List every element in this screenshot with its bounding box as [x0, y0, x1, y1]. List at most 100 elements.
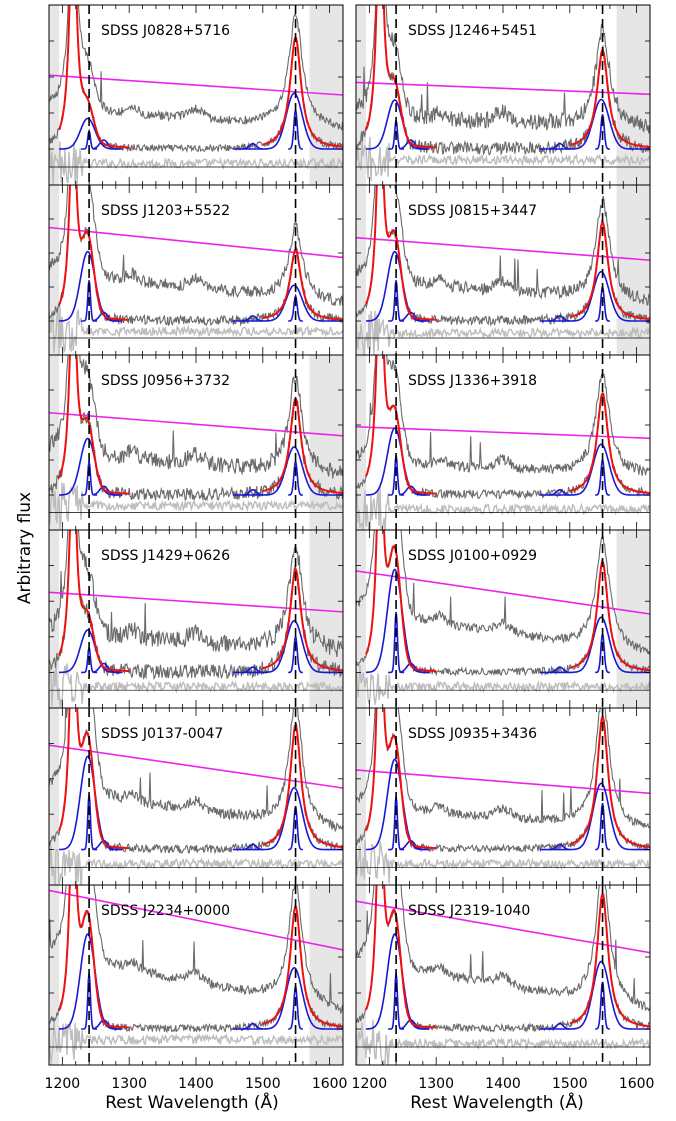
siii-component: [399, 311, 427, 322]
spectrum-panel: SDSS J2234+0000: [49, 885, 343, 1065]
panel-label: SDSS J0137-0047: [101, 726, 223, 742]
nv-broad-component: [59, 629, 123, 674]
nv-narrow-component: [81, 461, 98, 496]
excluded-region-right: [616, 185, 650, 355]
siii-component: [92, 485, 120, 496]
continuum-fit: [356, 900, 650, 954]
total-fit-civ: [262, 396, 343, 495]
siii-component: [399, 139, 427, 150]
excluded-region-left: [49, 5, 60, 185]
panel-label: SDSS J0935+3436: [408, 726, 537, 742]
siii-component: [399, 1019, 427, 1030]
civ-broad-component: [539, 616, 650, 674]
residual-spectrum: [49, 663, 343, 708]
panel-label: SDSS J1203+5522: [101, 203, 230, 219]
total-fit-civ: [569, 220, 650, 320]
heii-component: [242, 666, 263, 674]
continuum-fit: [49, 226, 343, 259]
heii-component: [242, 843, 263, 851]
total-fit-nv: [58, 5, 130, 149]
excluded-region-right: [616, 530, 650, 708]
x-tick-label: 1300: [418, 1076, 454, 1092]
spectrum-panel: SDSS J0137-0047: [49, 708, 343, 885]
total-fit-civ: [262, 35, 343, 148]
civ-broad-component: [232, 446, 343, 496]
observed-spectrum: [49, 530, 343, 657]
x-axis-label-right: Rest Wavelength (Å): [410, 1091, 584, 1113]
siii-component: [399, 485, 427, 496]
x-tick-label: 1500: [245, 1076, 281, 1092]
observed-spectrum: [356, 530, 650, 655]
continuum-fit: [49, 744, 343, 789]
nv-broad-component: [59, 117, 123, 150]
civ-broad-component: [232, 92, 343, 150]
total-fit-civ: [569, 891, 650, 1028]
total-fit-civ: [262, 567, 343, 672]
heii-component: [242, 1022, 263, 1030]
total-fit-nv: [58, 530, 130, 673]
residual-spectrum: [356, 665, 650, 705]
civ-broad-component: [232, 786, 343, 851]
panel-label: SDSS J1429+0626: [101, 548, 230, 564]
excluded-region-left: [49, 885, 60, 1065]
civ-broad-component: [539, 98, 650, 150]
spectrum-panel: SDSS J2319-1040: [356, 885, 650, 1065]
excluded-region-left: [356, 885, 367, 1065]
panel-label: SDSS J0815+3447: [408, 203, 537, 219]
continuum-fit: [356, 81, 650, 96]
residual-spectrum: [49, 1020, 343, 1064]
x-tick-label: 1600: [619, 1076, 655, 1092]
residual-spectrum: [49, 140, 343, 185]
x-axis-label-left: Rest Wavelength (Å): [105, 1091, 279, 1113]
civ-narrow-component: [288, 986, 303, 1030]
excluded-region-right: [309, 530, 343, 708]
residual-spectrum: [49, 306, 343, 355]
total-fit-nv: [58, 355, 130, 495]
continuum-fit: [49, 591, 343, 613]
total-fit-civ: [569, 560, 650, 672]
total-fit-nv: [365, 885, 437, 1029]
continuum-fit: [49, 74, 343, 96]
total-fit-nv: [58, 185, 130, 321]
nv-broad-component: [366, 99, 430, 150]
excluded-region-left: [356, 355, 367, 530]
panel-label: SDSS J2234+0000: [101, 903, 230, 919]
civ-narrow-component: [595, 802, 610, 851]
continuum-fit: [49, 411, 343, 437]
spectrum-panel: SDSS J0956+3732: [49, 355, 343, 530]
total-fit-nv: [365, 355, 437, 495]
civ-narrow-component: [595, 114, 610, 150]
panel-label: SDSS J0100+0929: [408, 548, 537, 564]
siii-component: [92, 662, 120, 674]
spectrum-panel: SDSS J1246+5451: [356, 5, 650, 185]
spectrum-panel: SDSS J0935+3436: [356, 708, 650, 885]
civ-broad-component: [539, 960, 650, 1030]
heii-component: [549, 488, 570, 496]
heii-component: [242, 142, 263, 150]
observed-spectrum: [49, 355, 343, 479]
excluded-region-left: [356, 530, 367, 708]
observed-spectrum: [356, 185, 650, 306]
heii-component: [549, 1022, 570, 1030]
residual-spectrum: [356, 310, 650, 355]
residual-spectrum: [49, 844, 343, 885]
civ-narrow-component: [288, 636, 303, 674]
continuum-fit: [356, 570, 650, 615]
spectrum-panel: SDSS J0100+0929: [356, 530, 650, 708]
civ-narrow-component: [595, 633, 610, 674]
observed-spectrum: [356, 5, 650, 134]
civ-broad-component: [539, 270, 650, 322]
heii-component: [549, 142, 570, 150]
total-fit-nv: [58, 708, 130, 850]
excluded-region-right: [309, 355, 343, 530]
civ-narrow-component: [288, 293, 303, 322]
civ-broad-component: [232, 966, 343, 1030]
excluded-region-left: [356, 5, 367, 185]
observed-spectrum: [49, 5, 343, 131]
total-fit-nv: [365, 5, 437, 149]
civ-narrow-component: [595, 981, 610, 1030]
spectrum-panel: SDSS J1429+0626: [49, 530, 343, 708]
x-tick-label: 1200: [352, 1076, 388, 1092]
spectrum-panel: SDSS J0815+3447: [356, 185, 650, 355]
